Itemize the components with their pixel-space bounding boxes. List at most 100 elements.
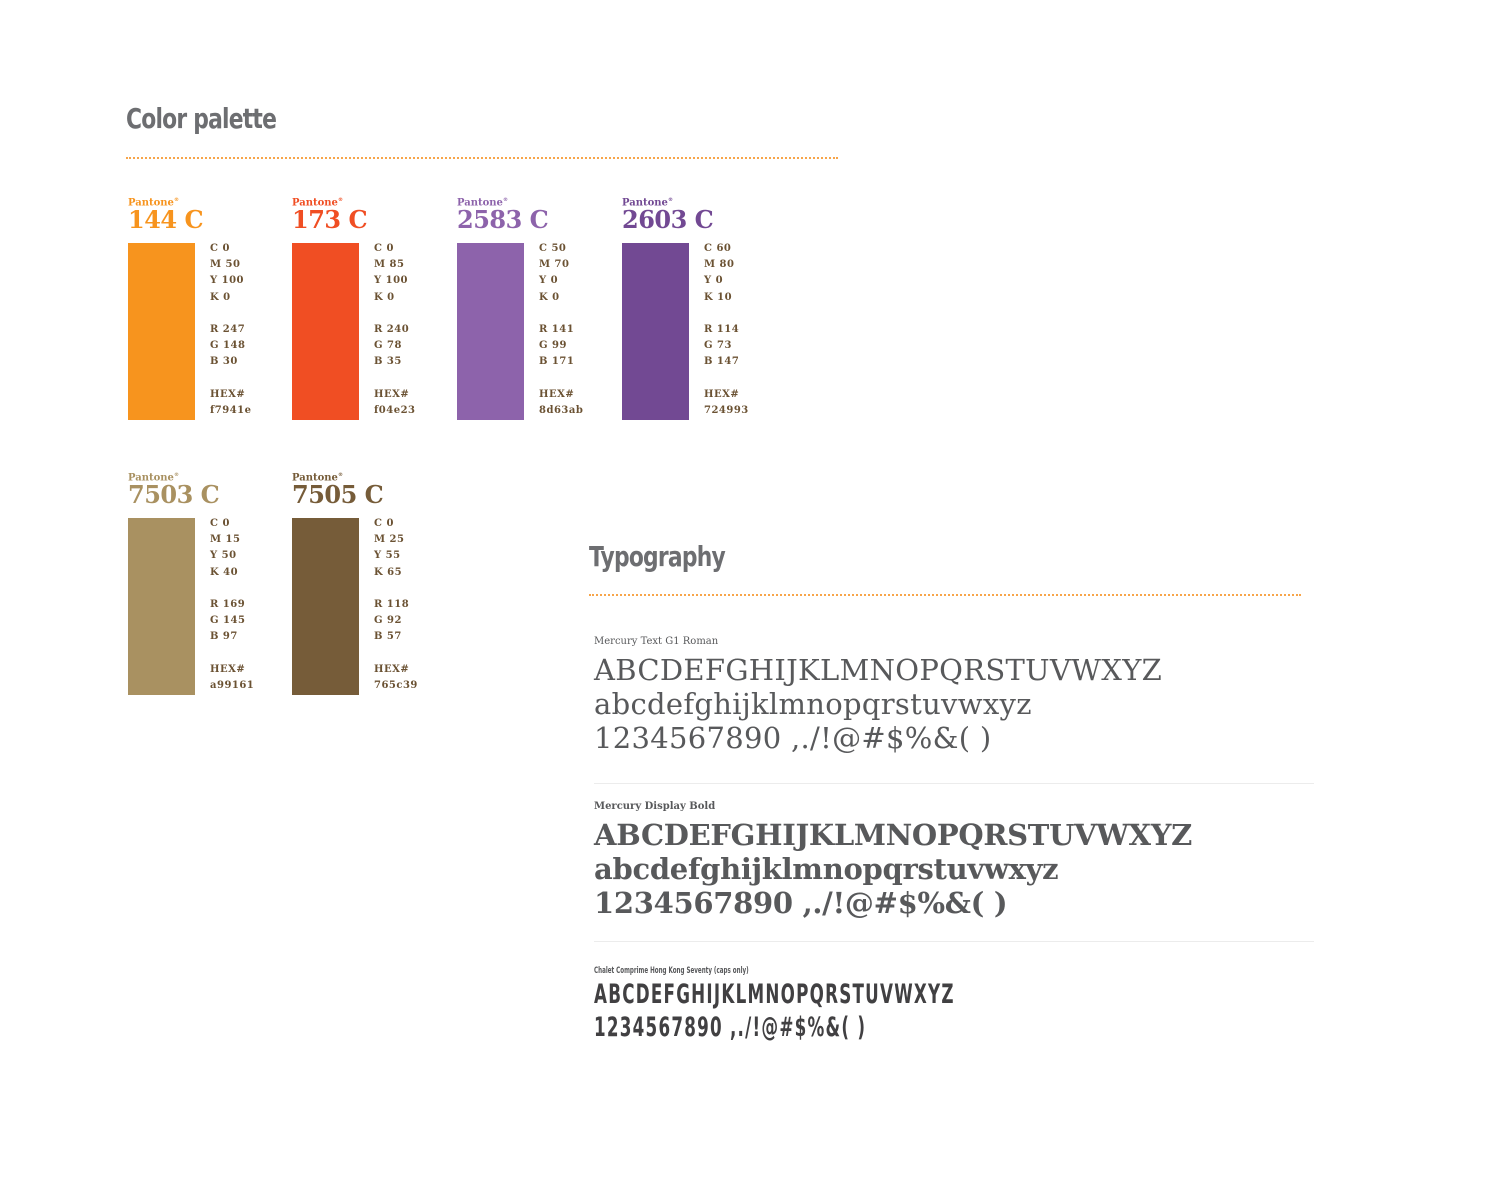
hex-value: 765c39 (374, 680, 418, 691)
cmyk-c: C 60 (704, 243, 732, 254)
pantone-label: Pantone® (292, 197, 343, 209)
hex-label: HEX# (374, 388, 410, 400)
typography-title: Typography (589, 540, 726, 573)
hex-value: f7941e (210, 405, 252, 416)
sample-divider (594, 941, 1314, 942)
color-specs: C 0 M 25 Y 55 K 65 R 118 G 92 B 57 HEX# … (374, 516, 418, 694)
swatch-card: Pantone® 2583 C C 50 M 70 Y 0 K 0 R 141 … (457, 197, 617, 422)
swatch-card: Pantone® 144 C C 0 M 50 Y 100 K 0 R 247 … (128, 197, 288, 422)
hex-label: HEX# (210, 663, 246, 675)
rgb-r: R 141 (539, 324, 575, 335)
hex-value: a99161 (210, 680, 255, 691)
rgb-r: R 247 (210, 324, 246, 335)
cmyk-y: Y 50 (210, 550, 237, 562)
cmyk-c: C 0 (210, 243, 230, 254)
lowercase-glyphs: abcdefghijklmnopqrstuvwxyz (594, 687, 1032, 721)
color-specs: C 0 M 50 Y 100 K 0 R 247 G 148 B 30 HEX#… (210, 241, 252, 419)
cmyk-c: C 0 (210, 518, 230, 529)
rgb-g: G 78 (374, 340, 402, 352)
cmyk-m: M 15 (210, 534, 241, 546)
color-specs: C 0 M 85 Y 100 K 0 R 240 G 78 B 35 HEX# … (374, 241, 416, 419)
sample-divider (594, 783, 1314, 784)
cmyk-y: Y 100 (374, 275, 408, 287)
rgb-b: B 57 (374, 631, 402, 643)
cmyk-k: K 0 (210, 291, 231, 303)
cmyk-m: M 25 (374, 534, 405, 546)
cmyk-y: Y 0 (539, 275, 559, 287)
pantone-label: Pantone® (128, 472, 179, 484)
color-swatch (128, 518, 195, 695)
rgb-g: G 148 (210, 340, 246, 352)
cmyk-c: C 0 (374, 243, 394, 254)
rgb-r: R 169 (210, 599, 246, 610)
color-swatch (457, 243, 524, 420)
cmyk-k: K 0 (539, 291, 560, 303)
rgb-b: B 147 (704, 356, 740, 368)
pantone-code: 2603 C (622, 205, 714, 234)
hex-value: f04e23 (374, 405, 416, 416)
pantone-code: 7503 C (128, 480, 220, 509)
cmyk-m: M 50 (210, 259, 241, 271)
color-swatch (292, 518, 359, 695)
cmyk-c: C 0 (374, 518, 394, 529)
uppercase-glyphs: ABCDEFGHIJKLMNOPQRSTUVWXYZ (594, 818, 1193, 852)
color-specs: C 0 M 15 Y 50 K 40 R 169 G 145 B 97 HEX#… (210, 516, 254, 694)
rgb-g: G 73 (704, 340, 732, 352)
rgb-g: G 92 (374, 615, 402, 627)
hex-label: HEX# (210, 388, 246, 400)
uppercase-glyphs: ABCDEFGHIJKLMNOPQRSTUVWXYZ (594, 653, 1163, 687)
swatch-card: Pantone® 2603 C C 60 M 80 Y 0 K 10 R 114… (622, 197, 782, 422)
cmyk-y: Y 55 (374, 550, 401, 562)
cmyk-c: C 50 (539, 243, 567, 254)
uppercase-glyphs: ABCDEFGHIJKLMNOPQRSTUVWXYZ (594, 979, 955, 1010)
hex-label: HEX# (539, 388, 575, 400)
rgb-b: B 30 (210, 356, 238, 368)
rgb-b: B 171 (539, 356, 575, 368)
cmyk-m: M 85 (374, 259, 405, 271)
hex-value: 724993 (704, 405, 749, 416)
rgb-r: R 118 (374, 599, 410, 610)
hex-value: 8d63ab (539, 405, 584, 416)
rgb-b: B 97 (210, 631, 238, 643)
rgb-r: R 114 (704, 324, 740, 335)
color-swatch (622, 243, 689, 420)
font-name: Chalet Comprime Hong Kong Seventy (caps … (594, 966, 749, 976)
rgb-g: G 99 (539, 340, 567, 352)
typography-divider (589, 594, 1301, 596)
pantone-code: 173 C (292, 205, 368, 234)
color-specs: C 50 M 70 Y 0 K 0 R 141 G 99 B 171 HEX# … (539, 241, 583, 419)
color-swatch (128, 243, 195, 420)
font-name: Mercury Display Bold (594, 801, 716, 812)
font-sample-mercury-text: Mercury Text G1 Roman ABCDEFGHIJKLMNOPQR… (594, 636, 1314, 755)
rgb-b: B 35 (374, 356, 402, 368)
palette-title: Color palette (126, 102, 277, 135)
numeral-glyphs: 1234567890 ,./!@#$%&( ) (594, 1012, 867, 1043)
font-sample-mercury-display: Mercury Display Bold ABCDEFGHIJKLMNOPQRS… (594, 801, 1314, 920)
font-sample-chalet: Chalet Comprime Hong Kong Seventy (caps … (594, 966, 1314, 1044)
cmyk-k: K 65 (374, 566, 403, 578)
color-swatch (292, 243, 359, 420)
cmyk-y: Y 100 (210, 275, 244, 287)
numeral-glyphs: 1234567890 ,./!@#$%&( ) (594, 721, 992, 755)
palette-divider (126, 157, 838, 159)
swatch-card: Pantone® 7503 C C 0 M 15 Y 50 K 40 R 169… (128, 472, 288, 697)
swatch-card: Pantone® 173 C C 0 M 85 Y 100 K 0 R 240 … (292, 197, 452, 422)
rgb-g: G 145 (210, 615, 246, 627)
hex-label: HEX# (704, 388, 740, 400)
swatch-card: Pantone® 7505 C C 0 M 25 Y 55 K 65 R 118… (292, 472, 452, 697)
cmyk-k: K 40 (210, 566, 239, 578)
pantone-code: 2583 C (457, 205, 549, 234)
cmyk-m: M 80 (704, 259, 735, 271)
font-name: Mercury Text G1 Roman (594, 636, 719, 647)
cmyk-k: K 0 (374, 291, 395, 303)
color-specs: C 60 M 80 Y 0 K 10 R 114 G 73 B 147 HEX#… (704, 241, 749, 419)
pantone-code: 7505 C (292, 480, 384, 509)
numeral-glyphs: 1234567890 ,./!@#$%&( ) (594, 886, 1008, 920)
pantone-label: Pantone® (457, 197, 508, 209)
pantone-code: 144 C (128, 205, 204, 234)
pantone-label: Pantone® (292, 472, 343, 484)
lowercase-glyphs: abcdefghijklmnopqrstuvwxyz (594, 852, 1059, 886)
cmyk-k: K 10 (704, 291, 733, 303)
pantone-label: Pantone® (128, 197, 179, 209)
cmyk-y: Y 0 (704, 275, 724, 287)
